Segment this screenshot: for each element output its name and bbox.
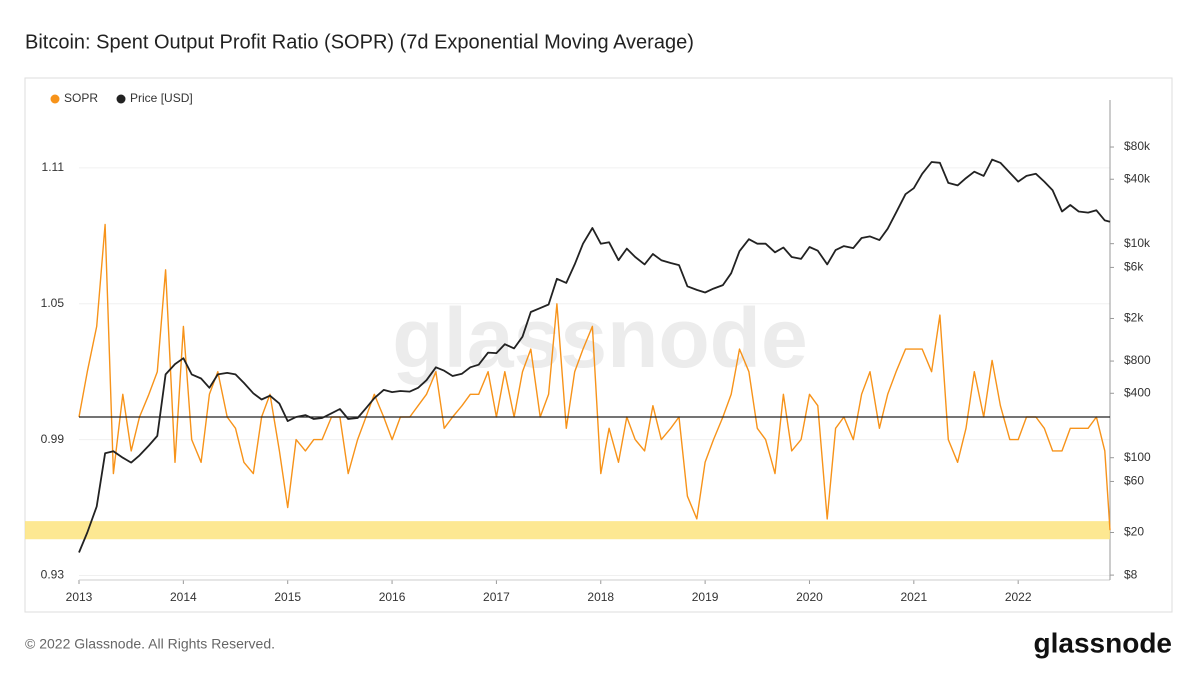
chart-frame (24, 77, 1173, 613)
y-tick-label: 0.99 (41, 432, 65, 446)
watermark: glassnode (392, 291, 807, 385)
y2-tick-label: $80k (1124, 139, 1151, 153)
x-tick-label: 2017 (483, 590, 510, 604)
highlight-band (25, 521, 1110, 540)
y-tick-label: 1.05 (41, 296, 65, 310)
x-tick-label: 2021 (900, 590, 927, 604)
y2-tick-label: $10k (1124, 236, 1151, 250)
x-tick-label: 2016 (379, 590, 406, 604)
y-tick-label: 0.93 (41, 568, 65, 582)
y2-tick-label: $8 (1124, 567, 1138, 581)
y2-tick-label: $800 (1124, 353, 1151, 367)
x-tick-label: 2022 (1005, 590, 1032, 604)
legend-label: Price [USD] (130, 91, 193, 105)
y2-tick-label: $20 (1124, 525, 1144, 539)
legend-label: SOPR (64, 91, 98, 105)
chart-title: Bitcoin: Spent Output Profit Ratio (SOPR… (25, 31, 694, 53)
series-line (78, 158, 1111, 553)
legend-marker (50, 94, 60, 104)
x-tick-label: 2015 (274, 590, 301, 604)
y2-tick-label: $100 (1124, 450, 1151, 464)
y2-tick-label: $6k (1124, 260, 1144, 274)
y2-tick-label: $40k (1124, 171, 1151, 185)
y2-tick-label: $400 (1124, 385, 1151, 399)
y2-tick-label: $60 (1124, 474, 1144, 488)
x-tick-label: 2014 (170, 590, 197, 604)
x-tick-label: 2020 (796, 590, 823, 604)
brand-logo: glassnode (1034, 627, 1172, 658)
x-tick-label: 2019 (692, 590, 719, 604)
x-tick-label: 2018 (587, 590, 614, 604)
y-tick-label: 1.11 (42, 160, 65, 174)
x-tick-label: 2013 (66, 590, 93, 604)
y2-tick-label: $2k (1124, 311, 1144, 325)
footer: © 2022 Glassnode. All Rights Reserved. (25, 636, 275, 652)
legend-marker (116, 94, 126, 104)
series-line (78, 223, 1111, 531)
